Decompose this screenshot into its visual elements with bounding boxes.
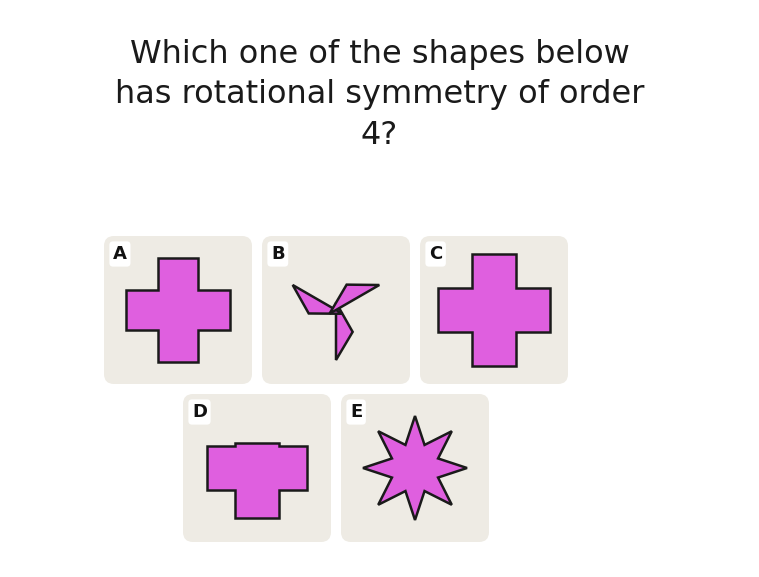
- Polygon shape: [126, 258, 230, 362]
- Polygon shape: [438, 254, 550, 366]
- Polygon shape: [329, 284, 380, 314]
- Polygon shape: [293, 285, 342, 314]
- Text: D: D: [192, 403, 207, 421]
- Text: C: C: [429, 245, 442, 263]
- FancyBboxPatch shape: [183, 394, 331, 542]
- FancyBboxPatch shape: [420, 236, 568, 384]
- FancyBboxPatch shape: [341, 394, 489, 542]
- Polygon shape: [207, 443, 307, 518]
- FancyBboxPatch shape: [104, 236, 252, 384]
- FancyBboxPatch shape: [262, 236, 410, 384]
- Text: A: A: [113, 245, 127, 263]
- Text: Which one of the shapes below: Which one of the shapes below: [130, 39, 629, 70]
- Polygon shape: [363, 416, 467, 520]
- Text: B: B: [271, 245, 285, 263]
- Text: E: E: [350, 403, 362, 421]
- Text: has rotational symmetry of order: has rotational symmetry of order: [115, 80, 644, 111]
- Polygon shape: [336, 302, 353, 360]
- Text: 4?: 4?: [361, 119, 398, 151]
